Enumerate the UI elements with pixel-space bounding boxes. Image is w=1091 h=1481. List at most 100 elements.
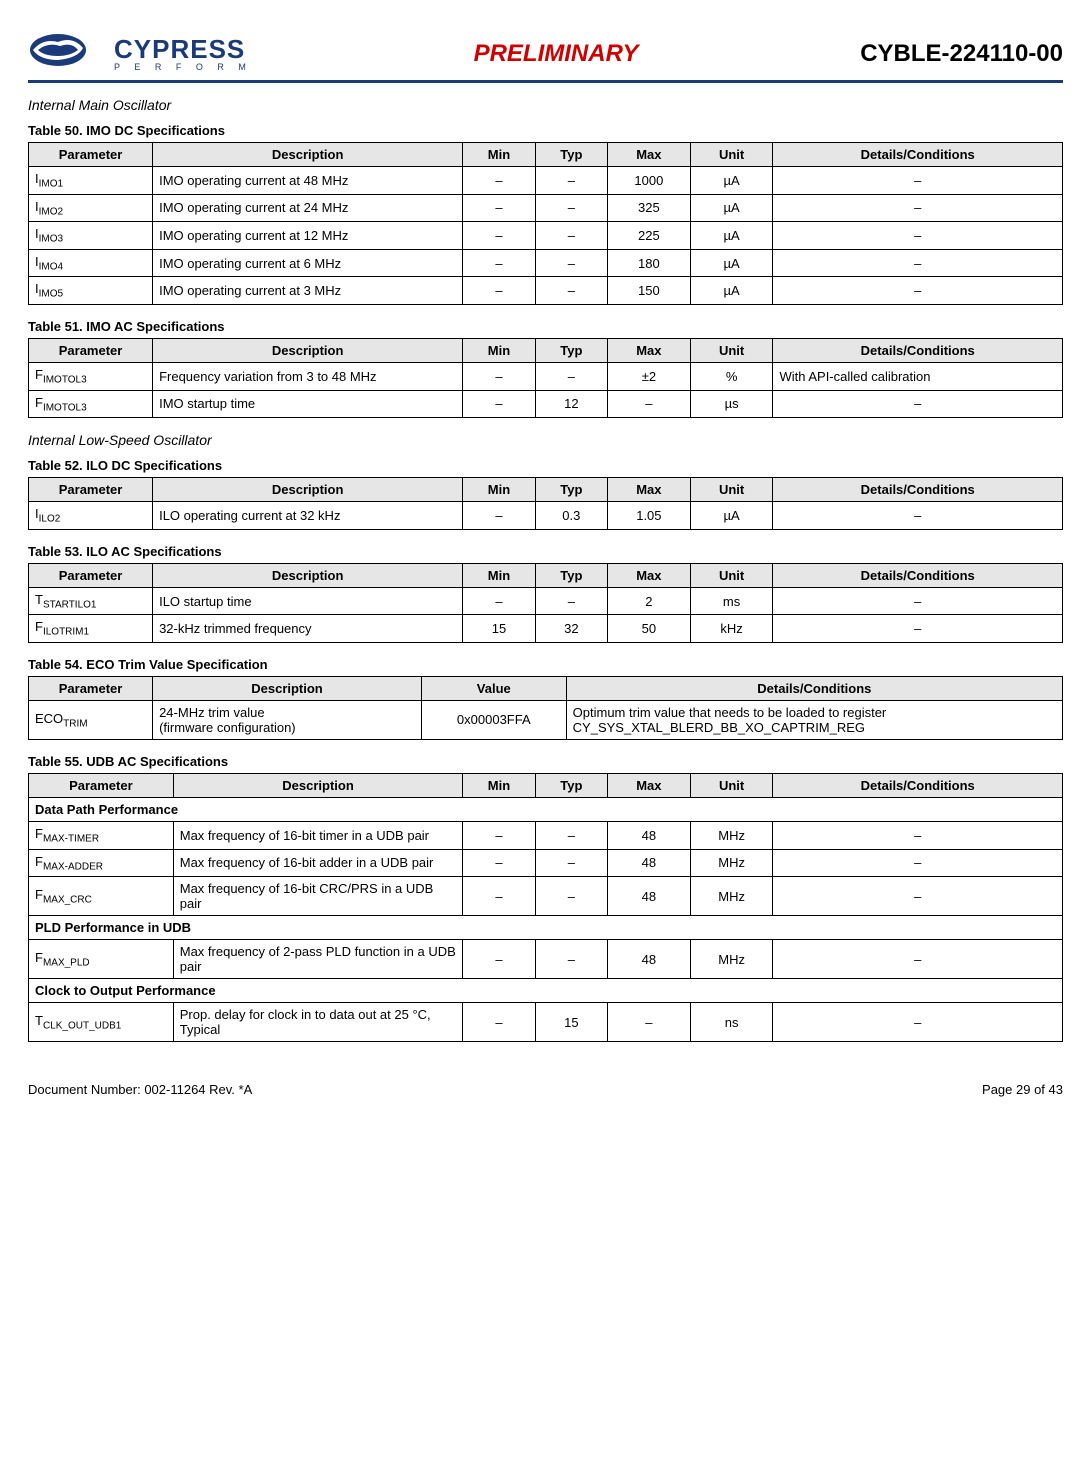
param-sub: CLK_OUT_UDB1 — [43, 1020, 121, 1031]
col-header: Parameter — [29, 338, 153, 362]
table-row: FMAX_PLDMax frequency of 2-pass PLD func… — [29, 940, 1063, 979]
cell-max: – — [608, 1003, 691, 1042]
cell-max: 325 — [608, 194, 691, 222]
param-sub: MAX_CRC — [43, 894, 92, 905]
cell-desc: IMO operating current at 3 MHz — [153, 277, 463, 305]
cell-desc: IMO operating current at 12 MHz — [153, 222, 463, 250]
param-sub: IMOTOL3 — [43, 375, 87, 386]
cell-desc: IMO startup time — [153, 390, 463, 418]
col-header: Details/Conditions — [773, 773, 1063, 797]
cell-typ: – — [535, 167, 607, 195]
cell-unit: µA — [690, 222, 773, 250]
col-header: Description — [173, 773, 463, 797]
col-header: Min — [463, 563, 535, 587]
cell-desc: IMO operating current at 24 MHz — [153, 194, 463, 222]
col-header: Description — [153, 676, 422, 700]
table-row: IIMO2IMO operating current at 24 MHz––32… — [29, 194, 1063, 222]
cell-details: – — [773, 222, 1063, 250]
logo-area: CYPRESS P E R F O R M — [28, 30, 252, 78]
cell-unit: µA — [690, 167, 773, 195]
col-header: Min — [463, 478, 535, 502]
cell-unit: MHz — [690, 821, 773, 849]
table-header-row: ParameterDescriptionMinTypMaxUnitDetails… — [29, 338, 1063, 362]
table-row: FIMOTOL3IMO startup time–12–µs– — [29, 390, 1063, 418]
param-base: F — [35, 950, 43, 965]
cell-typ: – — [535, 877, 607, 916]
cell-param: FILOTRIM1 — [29, 615, 153, 643]
param-sub: IMO2 — [39, 206, 63, 217]
cell-typ: – — [535, 222, 607, 250]
param-base: F — [35, 887, 43, 902]
cell-typ: 15 — [535, 1003, 607, 1042]
cell-min: – — [463, 222, 535, 250]
section-title: Clock to Output Performance — [29, 979, 1063, 1003]
cell-param: FIMOTOL3 — [29, 362, 153, 390]
param-base: T — [35, 1013, 43, 1028]
cell-typ: – — [535, 277, 607, 305]
cell-typ: – — [535, 587, 607, 615]
col-header: Max — [608, 143, 691, 167]
table50-caption: Table 50. IMO DC Specifications — [28, 123, 1063, 138]
col-header: Max — [608, 773, 691, 797]
cell-typ: 32 — [535, 615, 607, 643]
cell-min: – — [463, 362, 535, 390]
cell-unit: ms — [690, 587, 773, 615]
cell-desc: Frequency variation from 3 to 48 MHz — [153, 362, 463, 390]
cell-details: – — [773, 249, 1063, 277]
table-row: FMAX_CRCMax frequency of 16-bit CRC/PRS … — [29, 877, 1063, 916]
table-row: IIMO3IMO operating current at 12 MHz––22… — [29, 222, 1063, 250]
cell-param: TSTARTILO1 — [29, 587, 153, 615]
cell-param: IILO2 — [29, 502, 153, 530]
table-header-row: ParameterDescriptionValueDetails/Conditi… — [29, 676, 1063, 700]
param-sub: MAX_PLD — [43, 957, 90, 968]
cell-details: – — [773, 615, 1063, 643]
table-row: TSTARTILO1ILO startup time––2ms– — [29, 587, 1063, 615]
col-header: Max — [608, 478, 691, 502]
table-row: IIMO4IMO operating current at 6 MHz––180… — [29, 249, 1063, 277]
table-row: IIMO1IMO operating current at 48 MHz––10… — [29, 167, 1063, 195]
cell-param: FMAX_PLD — [29, 940, 174, 979]
col-header: Parameter — [29, 478, 153, 502]
cell-unit: µA — [690, 277, 773, 305]
col-header: Description — [153, 143, 463, 167]
table55-caption: Table 55. UDB AC Specifications — [28, 754, 1063, 769]
param-base: F — [35, 395, 43, 410]
cell-param: ECOTRIM — [29, 700, 153, 739]
cell-details: – — [773, 390, 1063, 418]
cell-param: IIMO4 — [29, 249, 153, 277]
cell-param: TCLK_OUT_UDB1 — [29, 1003, 174, 1042]
param-base: T — [35, 592, 43, 607]
section-heading-imo: Internal Main Oscillator — [28, 97, 1063, 113]
col-header: Unit — [690, 773, 773, 797]
param-sub: STARTILO1 — [43, 599, 97, 610]
param-base: ECO — [35, 711, 63, 726]
param-sub: ILO2 — [39, 514, 61, 525]
table50: ParameterDescriptionMinTypMaxUnitDetails… — [28, 142, 1063, 305]
param-sub: ILOTRIM1 — [43, 627, 89, 638]
cell-typ: – — [535, 821, 607, 849]
col-header: Unit — [690, 143, 773, 167]
cell-details: – — [773, 877, 1063, 916]
cell-param: FIMOTOL3 — [29, 390, 153, 418]
cell-desc: ILO operating current at 32 kHz — [153, 502, 463, 530]
col-header: Max — [608, 563, 691, 587]
col-header: Details/Conditions — [773, 143, 1063, 167]
cell-unit: ns — [690, 1003, 773, 1042]
cell-typ: 12 — [535, 390, 607, 418]
col-header: Details/Conditions — [773, 563, 1063, 587]
param-sub: IMOTOL3 — [43, 402, 87, 413]
page-number: Page 29 of 43 — [982, 1082, 1063, 1097]
cell-max: – — [608, 390, 691, 418]
cell-min: – — [463, 940, 535, 979]
col-header: Description — [153, 338, 463, 362]
col-header: Parameter — [29, 773, 174, 797]
param-base: F — [35, 619, 43, 634]
logo-sub-text: P E R F O R M — [114, 62, 252, 72]
cell-details: – — [773, 587, 1063, 615]
col-header: Typ — [535, 773, 607, 797]
cell-max: ±2 — [608, 362, 691, 390]
cell-typ: – — [535, 194, 607, 222]
cell-details: – — [773, 194, 1063, 222]
cell-min: – — [463, 167, 535, 195]
col-header: Details/Conditions — [566, 676, 1062, 700]
